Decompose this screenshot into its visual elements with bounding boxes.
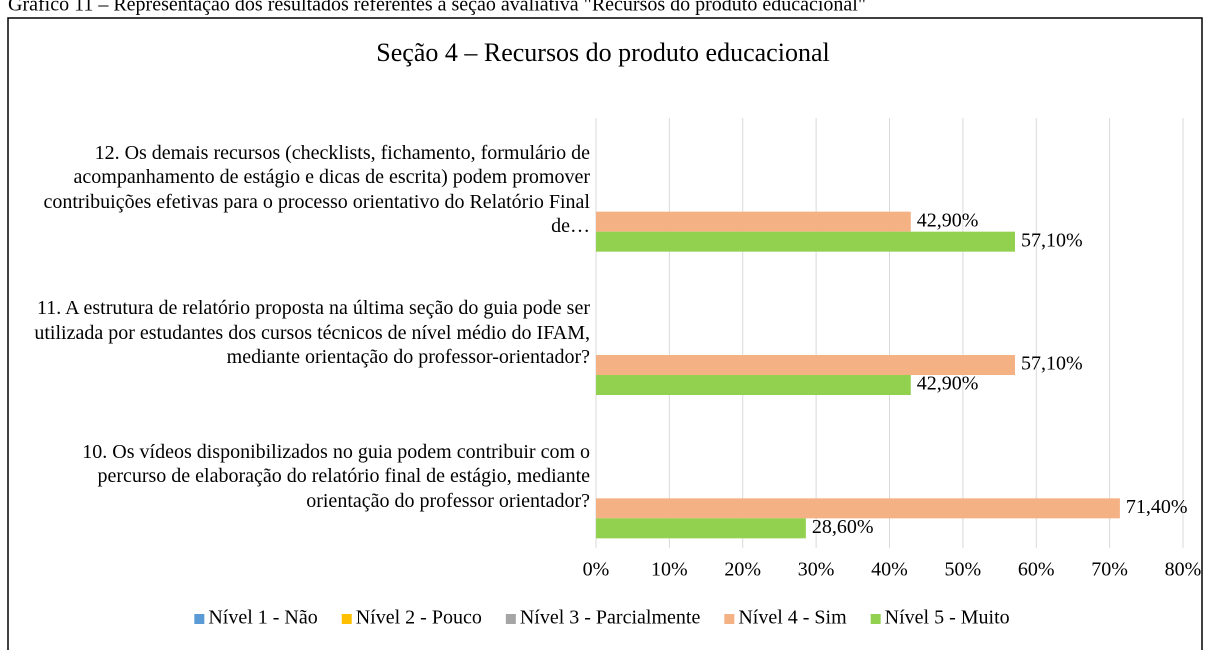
legend-swatch — [724, 614, 735, 624]
legend-label: Nível 5 - Muito — [885, 607, 1010, 629]
category-text: 10. Os vídeos disponibilizados no guia p… — [82, 440, 590, 512]
legend-label: Nível 1 - Não — [208, 607, 317, 629]
x-tick-label: 30% — [798, 559, 835, 581]
bar — [596, 498, 1120, 519]
legend-swatch — [870, 614, 881, 624]
legend-swatch — [194, 614, 205, 624]
bar — [596, 518, 806, 539]
value-label: 57,10% — [1021, 353, 1083, 375]
value-label: 28,60% — [812, 516, 874, 538]
legend-swatch — [341, 614, 352, 624]
x-tick-label: 40% — [871, 559, 908, 581]
category-label: 12. Os demais recursos (checklists, fich… — [28, 118, 590, 261]
legend-label: Nível 3 - Parcialmente — [520, 607, 701, 629]
value-label: 42,90% — [917, 209, 979, 231]
x-tick-label: 20% — [724, 559, 761, 581]
value-label: 57,10% — [1021, 229, 1083, 251]
bar — [596, 375, 911, 395]
chart-frame — [7, 17, 1203, 650]
category-label: 10. Os vídeos disponibilizados no guia p… — [28, 405, 590, 548]
value-label: 42,90% — [917, 373, 979, 395]
x-tick-label: 50% — [945, 559, 982, 581]
caption: Gráfico 11 – Representação dos resultado… — [8, 0, 866, 16]
value-label: 71,40% — [1126, 496, 1188, 518]
bar — [596, 355, 1015, 375]
legend-label: Nível 2 - Pouco — [356, 607, 482, 629]
x-tick-label: 60% — [1018, 559, 1055, 581]
legend-label: Nível 4 - Sim — [738, 607, 847, 629]
category-text: 11. A estrutura de relatório proposta na… — [34, 297, 590, 369]
category-text: 12. Os demais recursos (checklists, fich… — [43, 141, 590, 238]
x-tick-label: 80% — [1165, 559, 1202, 581]
x-tick-label: 70% — [1091, 559, 1128, 581]
chart-title: Seção 4 – Recursos do produto educaciona… — [376, 38, 829, 67]
legend-swatch — [505, 614, 516, 624]
x-tick-label: 0% — [583, 559, 610, 581]
bar — [596, 231, 1015, 252]
category-label: 11. A estrutura de relatório proposta na… — [28, 261, 590, 404]
bar — [596, 211, 911, 232]
x-tick-label: 10% — [651, 559, 688, 581]
